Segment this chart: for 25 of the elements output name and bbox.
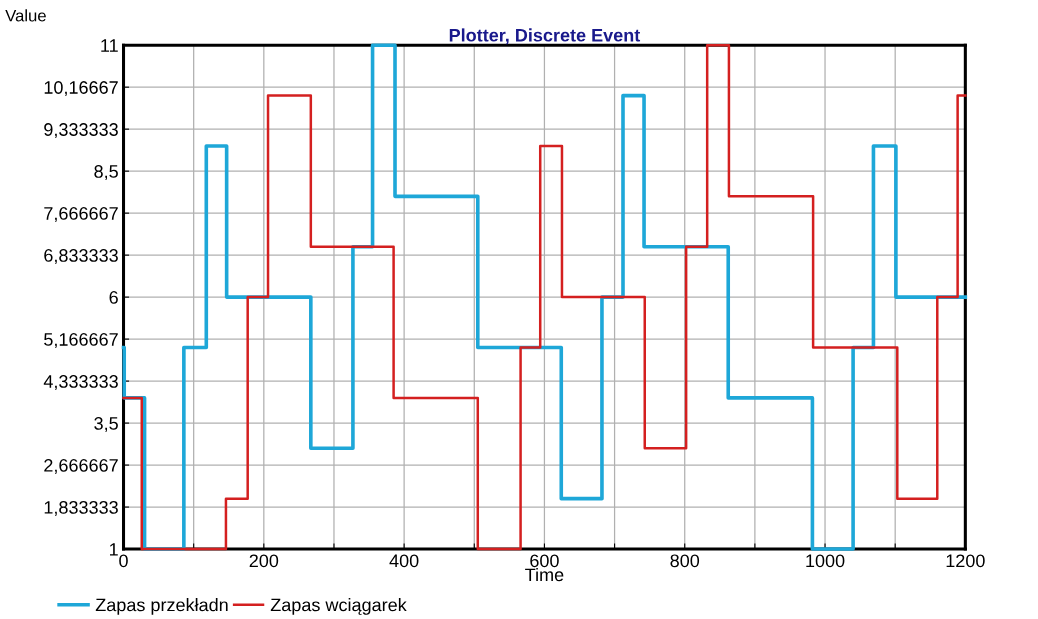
chart-title: Plotter, Discrete Event <box>449 28 641 45</box>
y-tick-label: 2,666667 <box>44 459 118 474</box>
y-tick-label: 6,833333 <box>44 249 118 264</box>
x-tick-label: 400 <box>389 554 419 568</box>
y-tick-label: 1 <box>110 543 118 556</box>
y-tick-label: 6 <box>109 291 118 304</box>
y-tick-label: 8,5 <box>94 165 118 181</box>
y-tick-label: 7,666667 <box>44 207 118 222</box>
x-tick-label: 800 <box>670 554 700 568</box>
x-tick-label: 0 <box>119 554 128 568</box>
x-tick-label: 600 <box>530 554 559 568</box>
y-tick-label: 11 <box>101 39 118 52</box>
y-tick-label: 4,333333 <box>43 375 118 390</box>
x-tick-label: 200 <box>249 554 279 568</box>
x-tick-label: 1200 <box>946 554 985 568</box>
y-tick-label: 9,333333 <box>44 123 118 139</box>
y-tick-label: 10,16667 <box>44 81 118 97</box>
x-axis-title: Time <box>525 567 564 582</box>
y-tick-label: 3,5 <box>94 417 118 432</box>
legend-label: Zapas wciągarek <box>270 598 407 615</box>
y-tick-label: 1,833333 <box>44 501 118 516</box>
y-axis-title: Value <box>5 9 46 22</box>
y-tick-label: 5,166667 <box>44 333 118 348</box>
x-tick-label: 1000 <box>806 554 845 568</box>
legend-label: Zapas przekładn <box>95 598 228 615</box>
